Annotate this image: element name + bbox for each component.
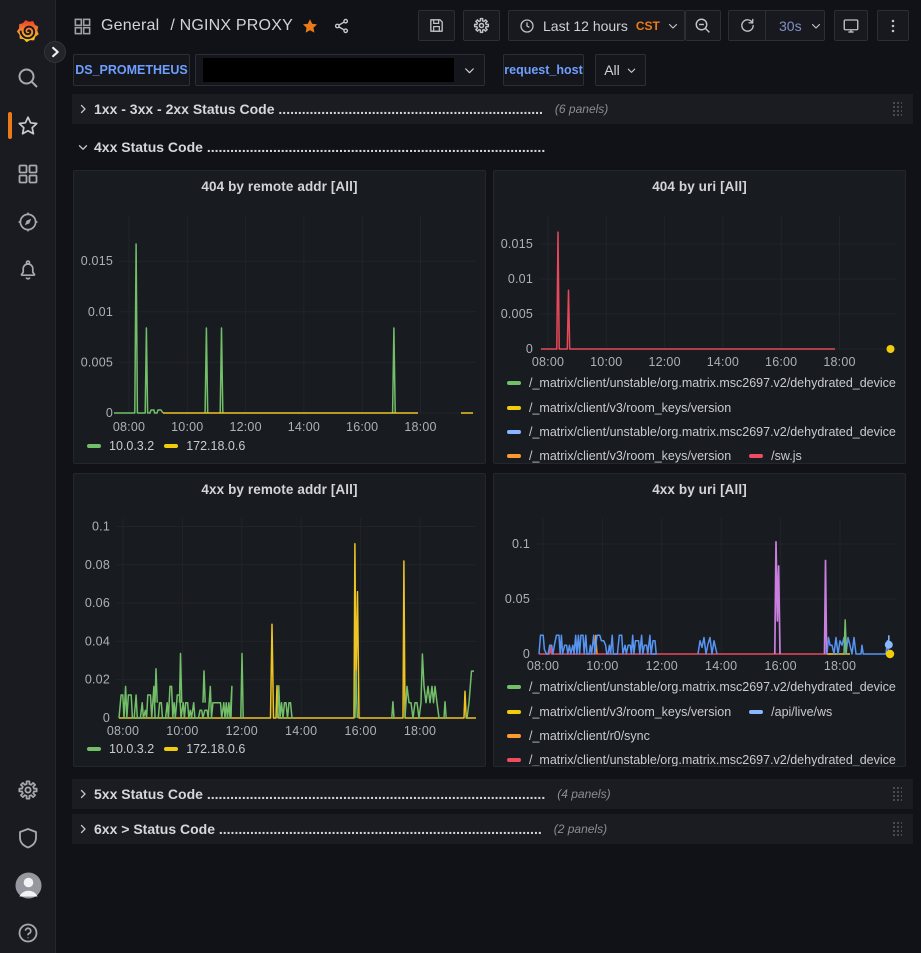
svg-text:0.02: 0.02 [85,673,110,687]
svg-text:16:00: 16:00 [344,724,376,738]
svg-text:0.01: 0.01 [88,305,113,319]
svg-text:0.005: 0.005 [81,355,113,369]
svg-text:08:00: 08:00 [113,420,145,434]
svg-text:0.005: 0.005 [501,307,533,321]
svg-text:0.05: 0.05 [505,592,530,606]
svg-text:0.01: 0.01 [508,272,533,286]
svg-text:0.015: 0.015 [501,237,533,251]
svg-text:0.015: 0.015 [81,254,113,268]
svg-text:16:00: 16:00 [346,420,378,434]
svg-text:08:00: 08:00 [527,659,559,673]
svg-text:10:00: 10:00 [590,355,622,369]
svg-text:0: 0 [526,342,533,356]
svg-text:14:00: 14:00 [705,659,737,673]
svg-text:18:00: 18:00 [404,420,436,434]
svg-text:08:00: 08:00 [532,355,564,369]
svg-text:12:00: 12:00 [648,355,680,369]
svg-text:10:00: 10:00 [171,420,203,434]
svg-text:0.06: 0.06 [85,596,110,610]
svg-text:0: 0 [106,406,113,420]
svg-text:14:00: 14:00 [288,420,320,434]
svg-text:12:00: 12:00 [229,420,261,434]
svg-text:08:00: 08:00 [107,724,139,738]
svg-text:16:00: 16:00 [765,355,797,369]
svg-text:0.1: 0.1 [512,537,530,551]
svg-text:14:00: 14:00 [707,355,739,369]
svg-text:12:00: 12:00 [226,724,258,738]
svg-text:12:00: 12:00 [646,659,678,673]
svg-text:0: 0 [103,711,110,725]
svg-text:10:00: 10:00 [586,659,618,673]
svg-text:18:00: 18:00 [404,724,436,738]
svg-text:10:00: 10:00 [166,724,198,738]
svg-text:0.04: 0.04 [85,634,110,648]
svg-text:16:00: 16:00 [764,659,796,673]
svg-text:18:00: 18:00 [823,355,855,369]
svg-text:0.1: 0.1 [92,520,110,534]
svg-text:0: 0 [523,647,530,661]
svg-text:0.08: 0.08 [85,558,110,572]
svg-text:18:00: 18:00 [824,659,856,673]
svg-text:14:00: 14:00 [285,724,317,738]
